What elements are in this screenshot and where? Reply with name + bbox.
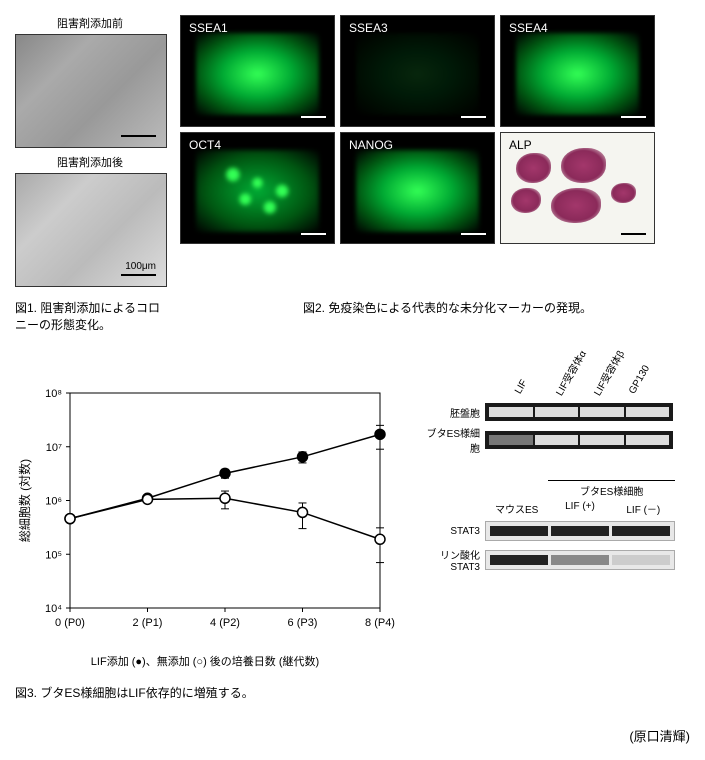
marker-label: ALP xyxy=(509,138,532,152)
chart-x-legend: LIF添加 (●)、無添加 (○) 後の培養日数 (継代数) xyxy=(15,653,395,669)
gel-row-label: ブタES様細胞 xyxy=(420,425,485,455)
marker-label: SSEA4 xyxy=(509,21,548,35)
svg-text:10⁶: 10⁶ xyxy=(45,496,62,508)
fig1-image-before xyxy=(15,34,167,148)
wb-row: リン酸化STAT3 xyxy=(420,547,675,573)
western-blot-section: ブタES様細胞 マウスESLIF (+)LIF (－) STAT3 リン酸化STA… xyxy=(420,480,675,573)
fig2-panel-oct4: OCT4 xyxy=(180,132,335,244)
wb-col-label: LIF (+) xyxy=(548,501,611,516)
author-credit: (原口清輝) xyxy=(15,726,690,745)
fig2-panel-ssea4: SSEA4 xyxy=(500,15,655,127)
gel-col-label: GP130 xyxy=(627,365,655,398)
svg-text:4 (P2): 4 (P2) xyxy=(210,617,240,629)
gel-col-label: LIF受容体α xyxy=(551,365,579,398)
fig1-before-label: 阻害剤添加前 xyxy=(15,15,165,31)
fig2-caption: 図2. 免疫染色による代表的な未分化マーカーの発現。 xyxy=(205,299,690,333)
wb-col-label: LIF (－) xyxy=(612,501,675,516)
gel-column-labels: LIFLIF受容体αLIF受容体βGP130 xyxy=(420,383,675,398)
marker-label: SSEA1 xyxy=(189,21,228,35)
fig3-caption: 図3. ブタES様細胞はLIF依存的に増殖する。 xyxy=(15,684,690,701)
top-figure-section: 阻害剤添加前 阻害剤添加後 100μm SSEA1 SSEA3 SSEA4 OCT4 N… xyxy=(15,15,690,287)
figure-2-grid: SSEA1 SSEA3 SSEA4 OCT4 NANOG ALP xyxy=(180,15,655,287)
svg-text:10⁴: 10⁴ xyxy=(45,603,62,615)
fig2-panel-ssea3: SSEA3 xyxy=(340,15,495,127)
growth-chart: 10⁴ 10⁵ 10⁶ 10⁷ 10⁸ 0 (P0) 2 (P1) 4 (P2) 6 (P3) 8… xyxy=(15,383,395,643)
svg-text:0 (P0): 0 (P0) xyxy=(55,617,85,629)
gel-col-label: LIF xyxy=(513,365,541,398)
svg-text:2 (P1): 2 (P1) xyxy=(133,617,163,629)
growth-chart-area: 10⁴ 10⁵ 10⁶ 10⁷ 10⁸ 0 (P0) 2 (P1) 4 (P2) 6 (P3) 8… xyxy=(15,383,395,669)
figure-1-column: 阻害剤添加前 阻害剤添加後 100μm xyxy=(15,15,165,287)
wb-group-label: ブタES様細胞 xyxy=(548,480,675,498)
captions-row: 図1. 阻害剤添加によるコロニーの形態変化。 図2. 免疫染色による代表的な未分… xyxy=(15,299,690,333)
marker-label: OCT4 xyxy=(189,138,221,152)
svg-text:6 (P3): 6 (P3) xyxy=(288,617,318,629)
wb-row-label: リン酸化STAT3 xyxy=(420,547,485,573)
fig1-after-label: 阻害剤添加後 xyxy=(15,154,165,170)
fig2-panel-nanog: NANOG xyxy=(340,132,495,244)
fig1-caption: 図1. 阻害剤添加によるコロニーの形態変化。 xyxy=(15,299,165,333)
wb-group-header: ブタES様細胞 xyxy=(420,480,675,498)
scale-bar-text: 100μm xyxy=(125,261,156,272)
svg-text:10⁸: 10⁸ xyxy=(45,388,62,400)
fig1-image-after: 100μm xyxy=(15,173,167,287)
wb-row: STAT3 xyxy=(420,521,675,541)
svg-text:10⁷: 10⁷ xyxy=(46,442,62,454)
wb-col-label: マウスES xyxy=(485,501,548,516)
gel-western-area: LIFLIF受容体αLIF受容体βGP130 胚盤胞ブタES様細胞 ブタES様細… xyxy=(420,383,675,669)
fig2-panel-alp: ALP xyxy=(500,132,655,244)
wb-row-label: STAT3 xyxy=(420,526,485,537)
gel-row-label: 胚盤胞 xyxy=(420,405,485,420)
fig2-panel-ssea1: SSEA1 xyxy=(180,15,335,127)
wb-rows: STAT3 リン酸化STAT3 xyxy=(420,521,675,573)
gel-rows: 胚盤胞ブタES様細胞 xyxy=(420,403,675,455)
svg-text:10⁵: 10⁵ xyxy=(45,549,62,561)
gel-col-label: LIF受容体β xyxy=(589,365,617,398)
wb-column-labels: マウスESLIF (+)LIF (－) xyxy=(420,501,675,516)
gel-row: 胚盤胞 xyxy=(420,403,675,421)
marker-label: SSEA3 xyxy=(349,21,388,35)
svg-text:8 (P4): 8 (P4) xyxy=(365,617,395,629)
marker-label: NANOG xyxy=(349,138,393,152)
gel-row: ブタES様細胞 xyxy=(420,425,675,455)
bottom-figure-section: 10⁴ 10⁵ 10⁶ 10⁷ 10⁸ 0 (P0) 2 (P1) 4 (P2) 6 (P3) 8… xyxy=(15,383,690,669)
svg-text:総細胞数 (対数): 総細胞数 (対数) xyxy=(17,459,32,542)
